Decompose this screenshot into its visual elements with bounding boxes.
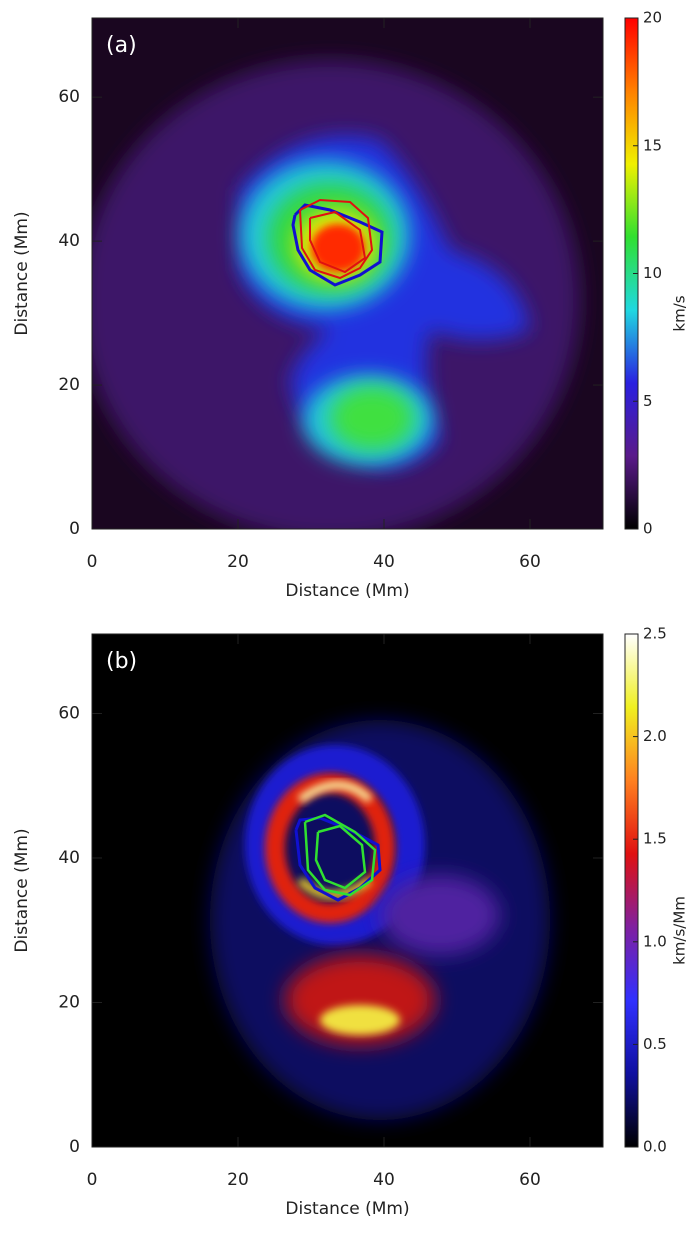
x-tick-label: 60 <box>519 1170 541 1190</box>
x-tick-label: 40 <box>373 1170 395 1190</box>
colorbar-tick-label: 0.5 <box>643 1035 667 1053</box>
y-axis-label: Distance (Mm) <box>12 211 32 335</box>
colorbar-tick-label: 5 <box>643 392 653 410</box>
plot-frame <box>91 17 604 530</box>
x-tick-label: 20 <box>227 1170 249 1190</box>
x-axis-label: Distance (Mm) <box>285 1199 409 1219</box>
panel-label: (b) <box>106 649 137 674</box>
y-tick-label: 20 <box>58 992 80 1012</box>
colorbar-label: km/s/Mm <box>671 896 689 965</box>
heatmap-b <box>92 634 603 1147</box>
y-tick-label: 60 <box>58 703 80 723</box>
colorbar-tick-label: 15 <box>643 136 662 154</box>
colorbar-tick-label: 1.5 <box>643 830 667 848</box>
heatmap-a <box>92 18 603 529</box>
x-tick-label: 40 <box>373 552 395 572</box>
colorbar-tick-label: 10 <box>643 264 662 282</box>
colorbar-tick-label: 20 <box>643 9 662 27</box>
x-axis-label: Distance (Mm) <box>285 581 409 601</box>
y-tick-label: 40 <box>58 848 80 868</box>
colorbar-label: km/s <box>671 295 689 331</box>
colorbar-tick-label: 0 <box>643 520 653 538</box>
x-tick-label: 0 <box>87 1170 98 1190</box>
x-tick-label: 0 <box>87 552 98 572</box>
x-tick-label: 20 <box>227 552 249 572</box>
plot-frame <box>91 633 604 1148</box>
y-tick-label: 60 <box>58 87 80 107</box>
colorbar-tick-label: 0.0 <box>643 1138 667 1156</box>
y-tick-label: 20 <box>58 375 80 395</box>
y-tick-label: 40 <box>58 231 80 251</box>
colorbar-tick-label: 2.0 <box>643 727 667 745</box>
y-tick-label: 0 <box>69 1137 80 1157</box>
colorbar <box>624 633 639 1148</box>
y-tick-label: 0 <box>69 519 80 539</box>
y-axis-label: Distance (Mm) <box>12 828 32 952</box>
panel-label: (a) <box>106 33 137 58</box>
x-tick-label: 60 <box>519 552 541 572</box>
colorbar-tick-label: 1.0 <box>643 932 667 950</box>
colorbar-tick-label: 2.5 <box>643 625 667 643</box>
